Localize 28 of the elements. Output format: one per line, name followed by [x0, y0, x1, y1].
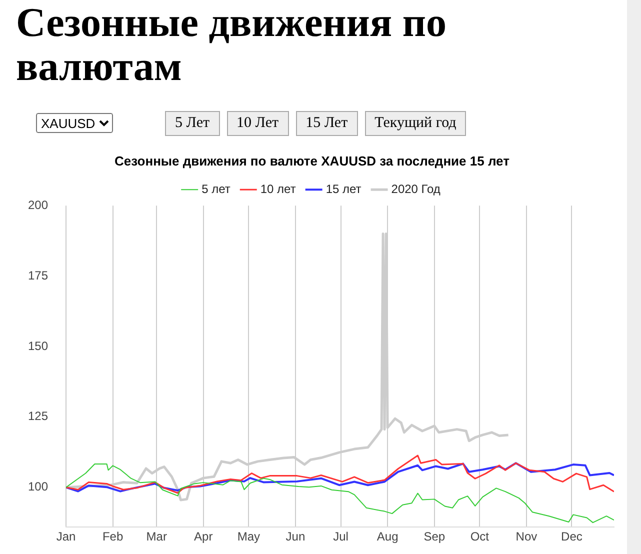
legend-label: 15 лет	[326, 182, 362, 196]
chart-subtitle: Сезонные движения по валюте XAUUSD за последние 15 лет	[114, 153, 510, 168]
legend-label: 2020 Год	[391, 182, 440, 196]
x-tick-label: May	[237, 529, 260, 544]
legend-label: 5 лет	[202, 182, 231, 196]
x-tick-label: Feb	[102, 529, 124, 544]
text: Текущий год	[364, 110, 466, 136]
y-tick-label: 200	[28, 198, 48, 212]
x-tick-label: Nov	[516, 529, 538, 544]
x-tick-label: Sep	[424, 529, 446, 544]
x-tick-label: Dec	[561, 529, 582, 544]
y-tick-label: 175	[28, 268, 48, 282]
x-tick-label: Apr	[194, 529, 213, 544]
text: 10 Лет	[226, 110, 289, 136]
x-tick-label: Oct	[470, 529, 490, 544]
y-tick-label: 150	[28, 338, 48, 353]
x-tick-label: Mar	[146, 529, 167, 544]
legend-label: 10 лет	[260, 182, 296, 196]
y-tick-label: 100	[28, 480, 48, 494]
text: 5 Лет	[165, 110, 220, 136]
x-tick-label: Jun	[286, 529, 306, 544]
x-tick-label: Aug	[376, 529, 398, 544]
chart-title: Сезонные движения по валютам	[16, 0, 448, 89]
x-tick-label: Jul	[333, 529, 348, 544]
text: XAUUSD	[36, 113, 113, 133]
text: 15 Лет	[296, 110, 358, 136]
y-tick-label: 125	[28, 409, 48, 424]
x-tick-label: Jan	[56, 529, 76, 544]
